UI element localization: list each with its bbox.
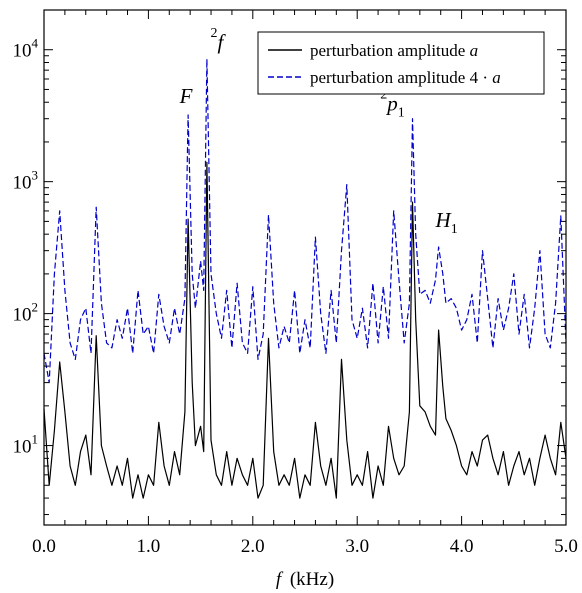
annotation-2p1: 2p1 [380, 88, 405, 121]
y-tick-label: 101 [13, 432, 39, 458]
x-tick-label: 3.0 [345, 536, 369, 557]
x-axis-label-unit: (kHz) [290, 569, 334, 590]
x-axis-label-symbol: f [276, 569, 284, 590]
legend: perturbation amplitude a perturbation amp… [257, 31, 545, 95]
x-tick-label: 5.0 [554, 536, 578, 557]
x-tick-label: 4.0 [450, 536, 474, 557]
x-axis-label: f (kHz) [276, 569, 334, 590]
y-tick-label: 103 [13, 168, 39, 194]
y-tick-label: 104 [13, 36, 39, 62]
legend-box [257, 31, 545, 95]
plot-lines [43, 58, 567, 499]
legend-label-0: perturbation amplitude a [310, 41, 478, 60]
legend-label-1: perturbation amplitude 4 · a [310, 68, 501, 87]
annotation-F: F [179, 84, 193, 108]
peak-annotations: F 2f 2p1 H1 [179, 26, 458, 237]
x-tick-label: 0.0 [32, 536, 56, 557]
series-line-1 [43, 58, 567, 384]
x-tick-label: 1.0 [137, 536, 161, 557]
annotation-H1: H1 [435, 208, 458, 237]
y-tick-label: 102 [13, 300, 39, 326]
plot-frame [43, 9, 567, 526]
x-tick-label: 2.0 [241, 536, 265, 557]
series-line-0 [43, 161, 567, 499]
annotation-2f: 2f [210, 26, 226, 54]
axes: 0.0 1.0 2.0 3.0 4.0 5.0 101 102 103 104 [13, 9, 578, 557]
